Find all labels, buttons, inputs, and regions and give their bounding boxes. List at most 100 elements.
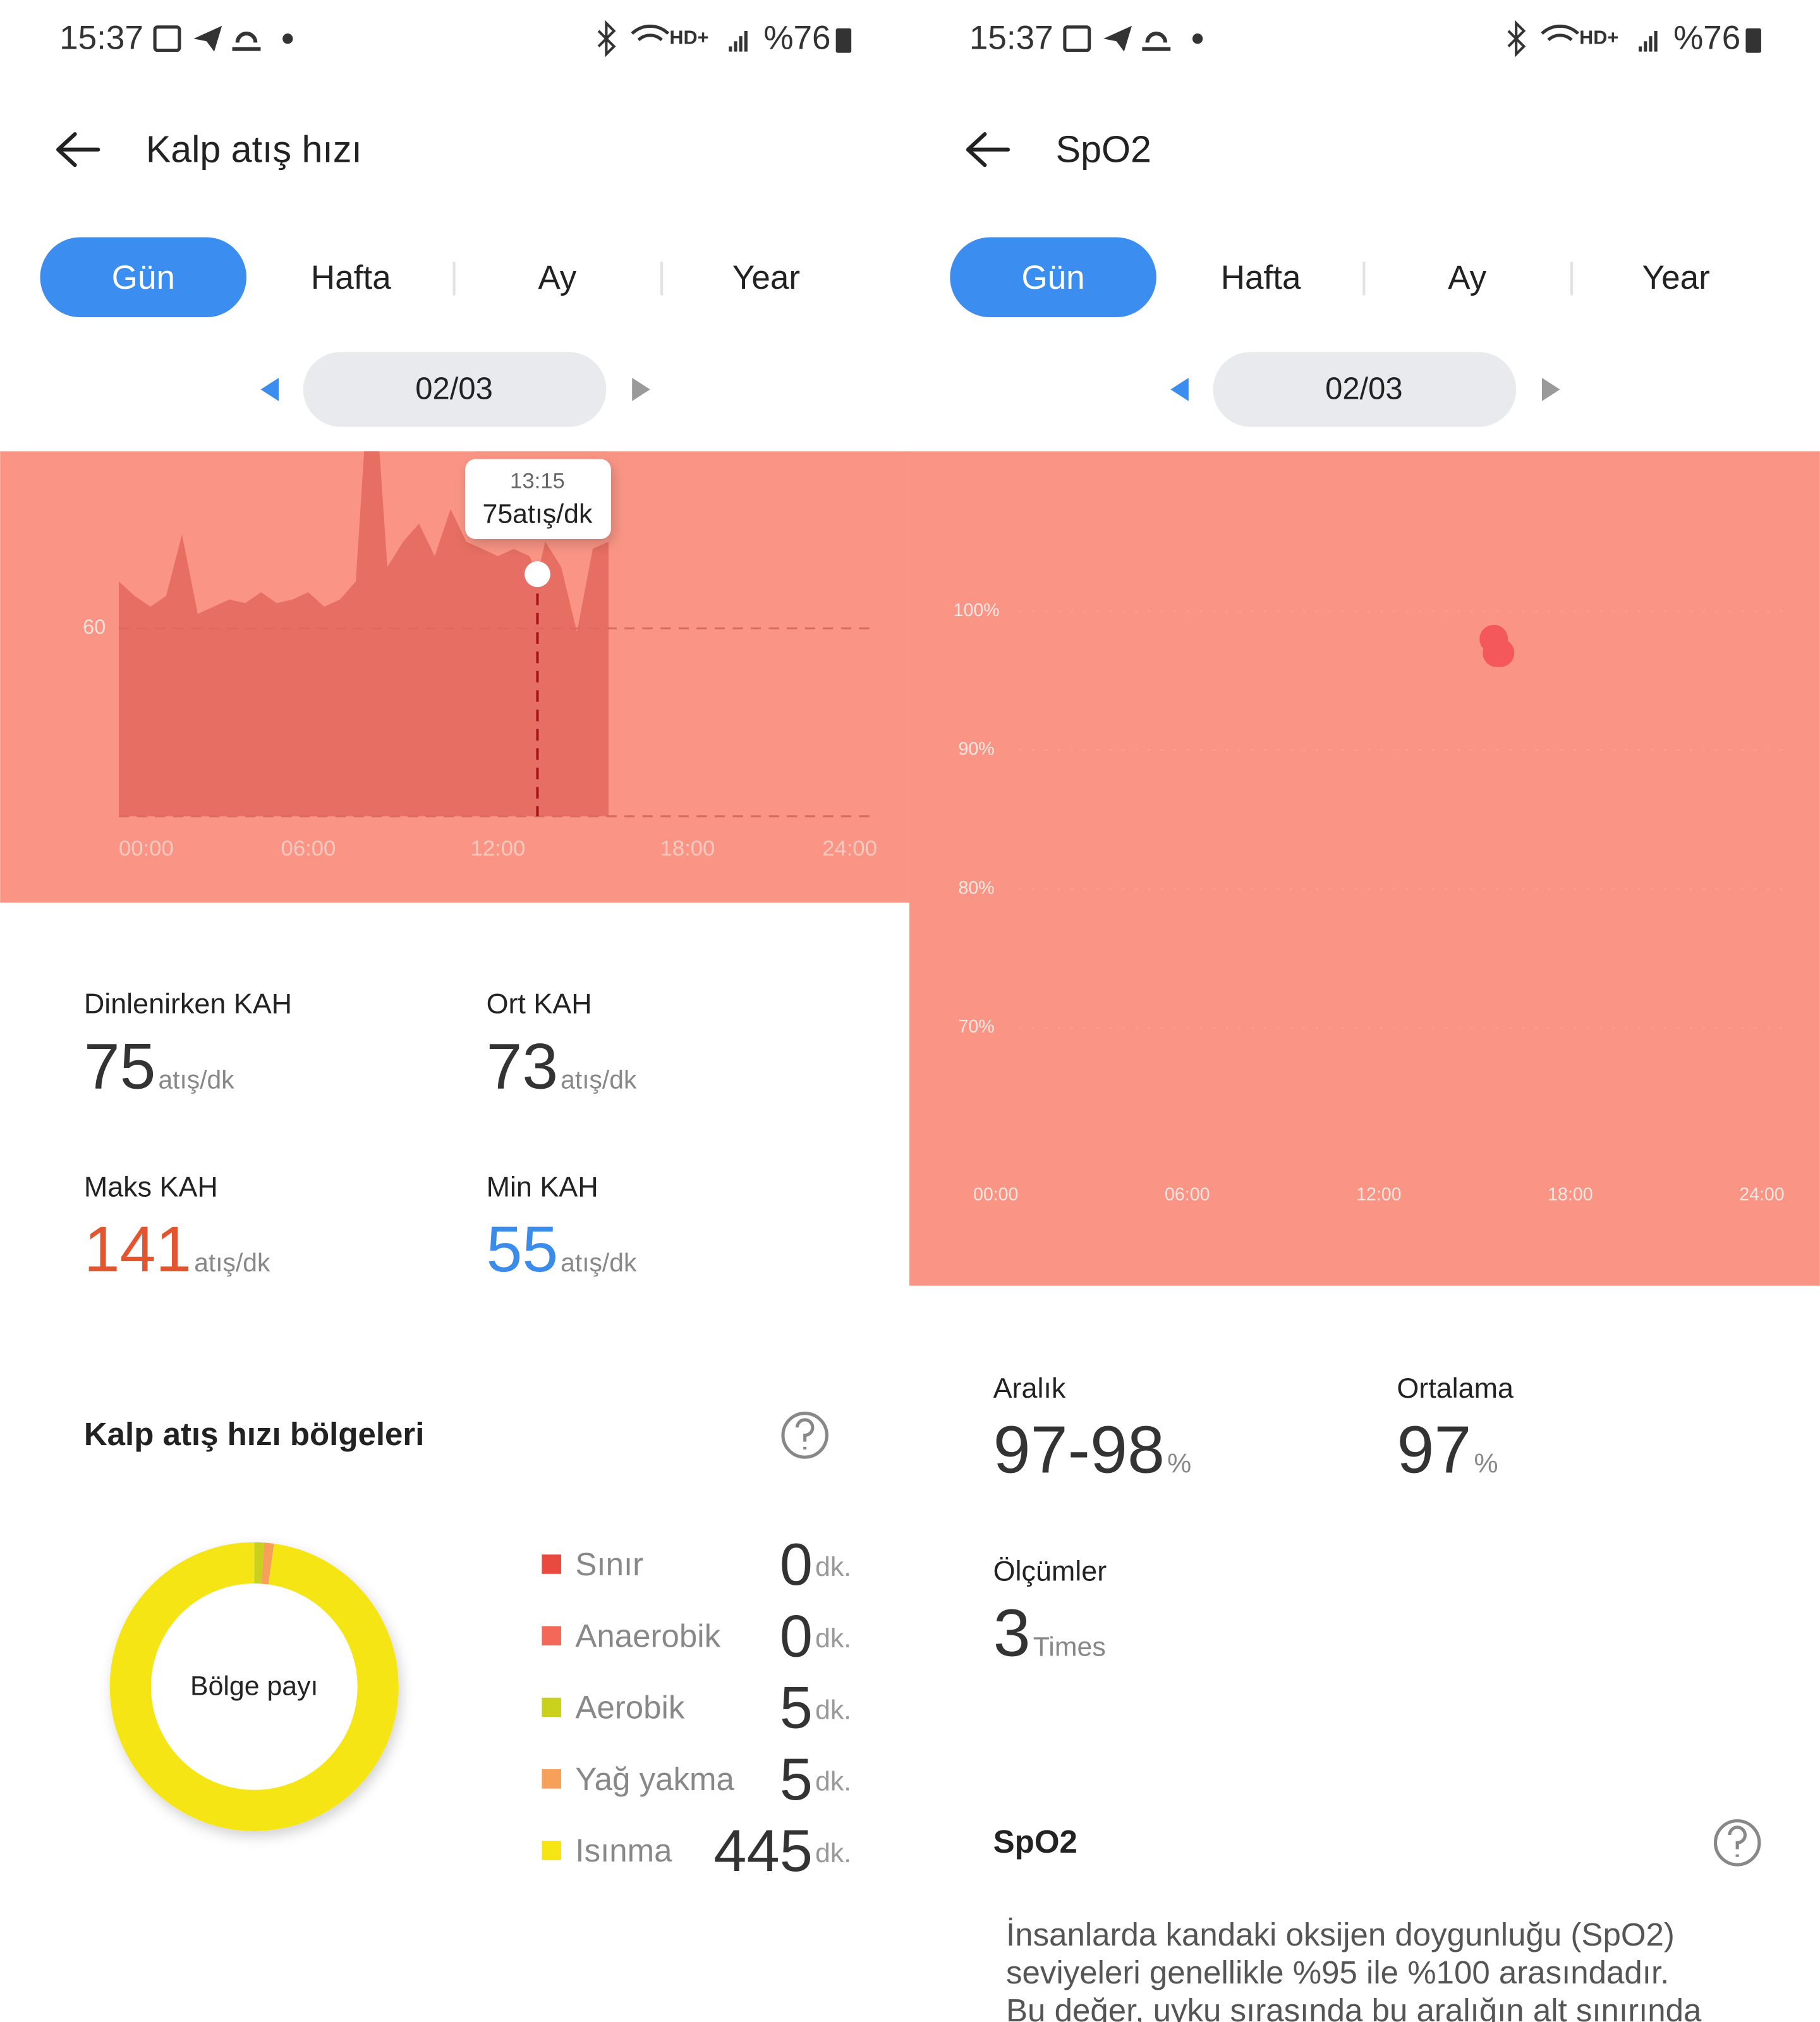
x-tick-label: 00:00 [973,1184,1018,1204]
tab[interactable]: Hafta [1221,259,1301,296]
bluetooth-icon [1507,20,1526,58]
stat-unit: atış/dk [194,1248,270,1277]
legend-swatch [542,1554,561,1574]
y-tick-label: 100% [954,600,1000,621]
info-line: seviyeleri genellikle %95 ile %100 arası… [1006,1954,1669,1990]
zones-title: Kalp atış hızı bölgeleri [84,1416,425,1452]
stat-value: 55 atış/dk [487,1213,637,1285]
x-tick-label: 18:00 [660,837,715,861]
stat-unit: atış/dk [158,1065,234,1094]
battery-icon [1745,28,1761,53]
stat-number: 55 [487,1213,558,1285]
x-tick-label: 06:00 [1165,1184,1210,1204]
weather-icon [232,32,261,51]
y-tick-label: 60 [83,615,106,638]
tab[interactable]: Gün [112,259,175,296]
x-tick-label: 06:00 [281,837,336,861]
legend-swatch [542,1841,561,1860]
legend-unit: dk. [815,1623,851,1654]
wifi-icon [631,24,670,42]
stat-label: Min KAH [487,1170,598,1202]
battery-icon [835,28,852,53]
tab[interactable]: Hafta [311,259,391,296]
signal-bar [744,30,748,52]
signal-bar [1644,41,1647,52]
dot-icon [1192,33,1203,44]
telegram-icon [193,25,222,52]
stat-number: 97-98 [993,1413,1165,1487]
x-tick-label: 24:00 [822,837,877,861]
signal-bar [1649,36,1653,52]
next-date[interactable] [632,377,650,401]
tab[interactable]: Year [1642,259,1710,296]
back-button[interactable] [966,132,1010,167]
donut-segment [109,1542,399,1831]
stat-number: 97 [1397,1413,1471,1487]
dot-icon [282,33,293,44]
signal-bar [729,46,732,52]
battery-label: %76 [763,19,830,56]
x-tick-label: 12:00 [471,837,526,861]
signal-bar [739,36,743,52]
legend-label: Aerobik [575,1690,684,1726]
tooltip-time: 13:15 [510,469,565,493]
stat-label: Dinlenirken KAH [84,988,292,1020]
legend-unit: dk. [815,1695,851,1725]
legend-value: 0 [780,1531,813,1597]
legend-unit: dk. [815,1767,851,1797]
network-label: HD+ [669,27,708,48]
prev-date[interactable] [260,377,279,401]
x-tick-label: 12:00 [1356,1184,1401,1204]
donut-center-label: Bölge payı [190,1671,318,1702]
x-tick-label: 24:00 [1739,1184,1784,1204]
spo2-point [1486,638,1515,667]
legend-value: 445 [713,1817,813,1884]
legend-label: Anaerobik [575,1618,720,1654]
info-title: SpO2 [993,1824,1077,1860]
stat-label: Ölçümler [993,1555,1107,1587]
next-date[interactable] [1542,377,1560,401]
legend-swatch [542,1769,561,1789]
stat-unit: atış/dk [561,1248,637,1277]
stat-label: Ort KAH [487,988,592,1020]
help-mark [795,1418,815,1450]
stat-number: 141 [84,1213,191,1285]
stat-label: Aralık [993,1372,1066,1404]
stat-value: 97-98% [993,1413,1192,1487]
y-tick-label: 90% [959,739,995,760]
info-line: Bu değer, uyku sırasında bu aralığın alt… [1006,1992,1702,2022]
wifi-icon [1541,24,1579,42]
page-title: SpO2 [1056,128,1151,170]
tab[interactable]: Year [732,259,800,296]
legend-value: 5 [780,1674,813,1741]
back-button[interactable] [56,132,100,167]
tab-active-pill [40,237,246,318]
stat-label: Maks KAH [84,1170,218,1202]
legend-label: Yağ yakma [575,1761,734,1797]
stat-number: 73 [487,1030,558,1102]
legend-value: 0 [780,1602,813,1669]
tab-active-pill [950,237,1156,318]
stat-value: 73 atış/dk [487,1030,637,1102]
help-button[interactable] [1713,1819,1761,1867]
stat-number: 3 [993,1595,1031,1670]
stat-value: 141 atış/dk [84,1213,270,1285]
legend-label: Sınır [575,1546,643,1582]
telegram-icon [1103,25,1132,52]
tab[interactable]: Ay [1448,259,1486,296]
stat-number: 75 [84,1030,156,1102]
date-label: 02/03 [1325,372,1403,406]
legend-swatch [542,1626,561,1646]
tooltip-value: 75atış/dk [483,499,593,530]
legend-label: Isınma [575,1832,672,1868]
prev-date[interactable] [1170,377,1189,401]
legend-swatch [542,1697,561,1717]
bluetooth-icon [597,20,616,58]
tab[interactable]: Gün [1021,259,1084,296]
help-button[interactable] [781,1412,828,1459]
donut-hole [150,1583,358,1790]
tab[interactable]: Ay [538,259,576,296]
weather-icon [1142,32,1171,51]
